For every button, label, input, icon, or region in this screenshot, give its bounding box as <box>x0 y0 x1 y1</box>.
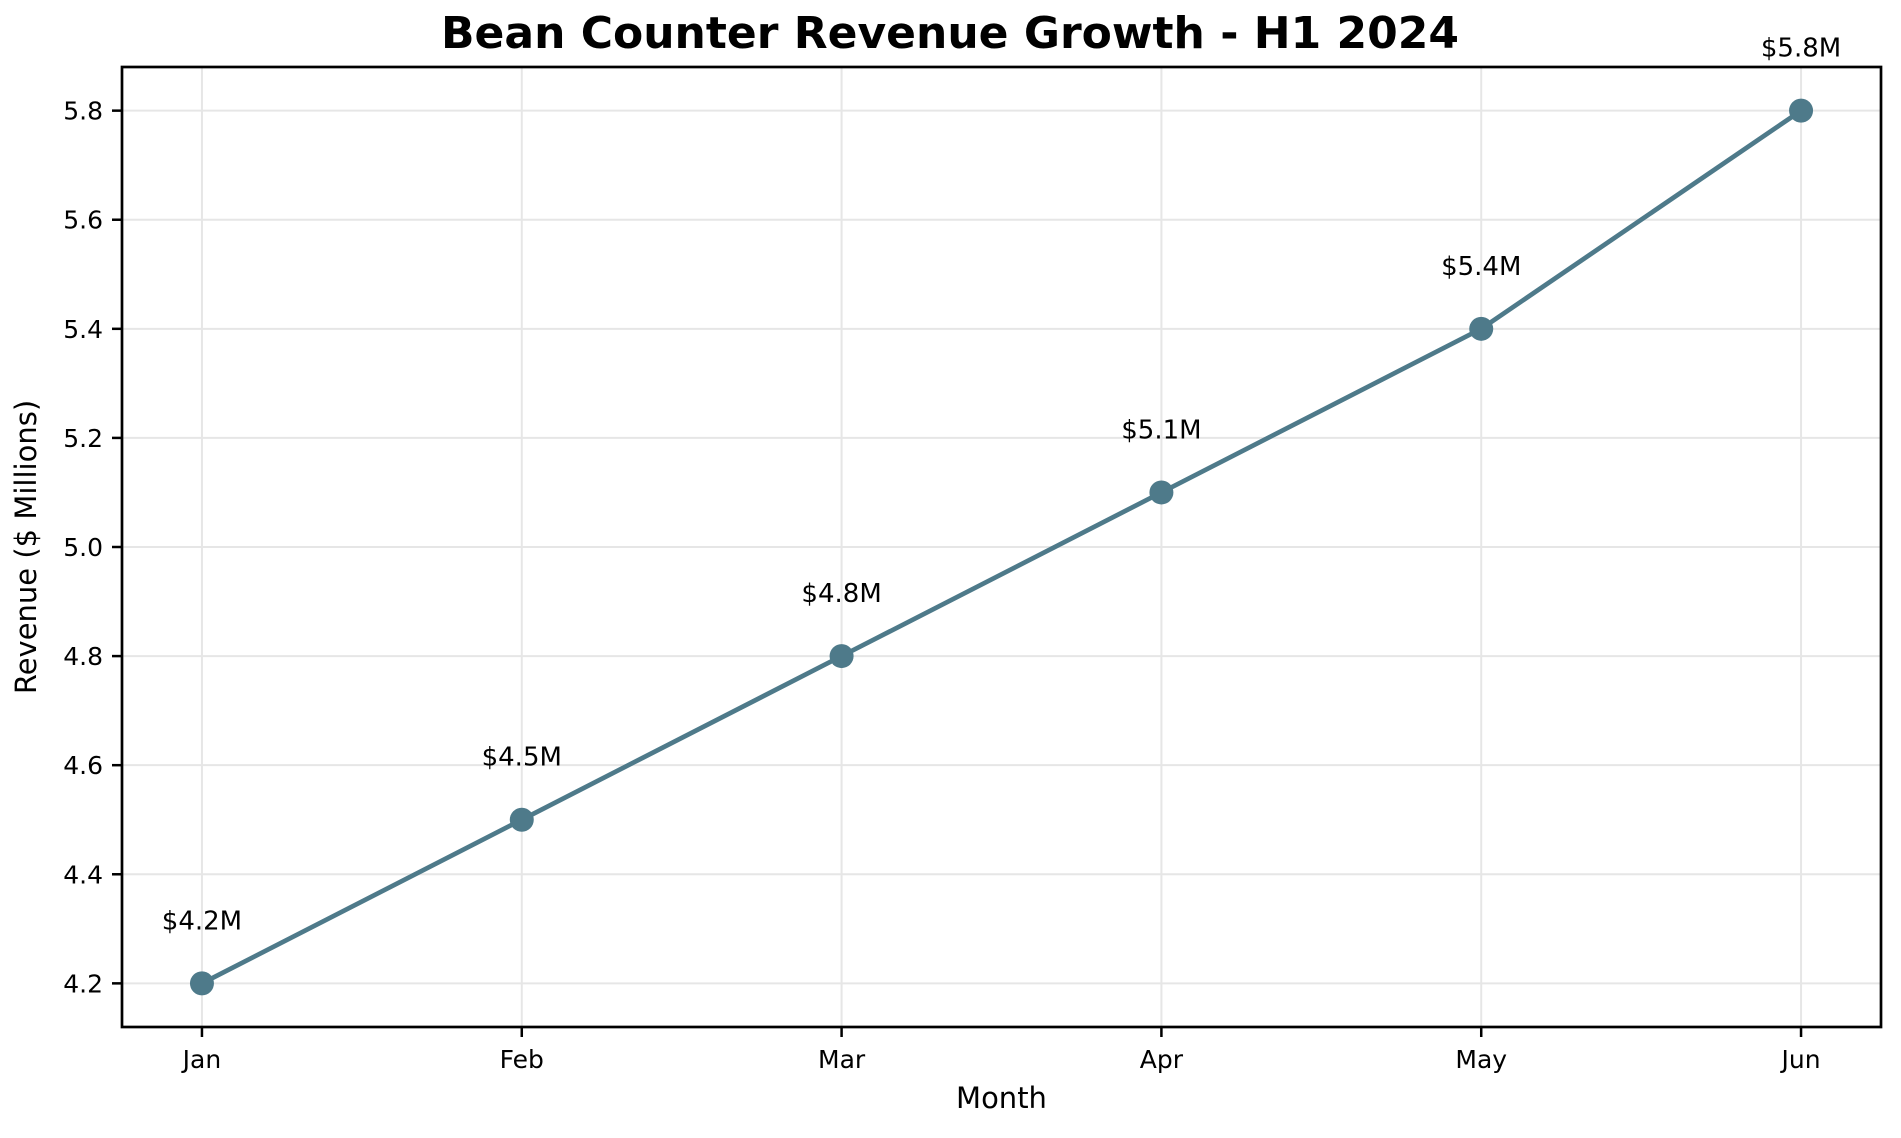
x-tick-label: Apr <box>1140 1045 1184 1074</box>
x-tick-label: May <box>1455 1045 1507 1074</box>
data-point-label: $4.5M <box>482 743 562 773</box>
y-axis-label: Revenue ($ Millions) <box>9 400 43 694</box>
data-point <box>189 971 214 996</box>
x-tick-label: Jan <box>181 1045 222 1074</box>
axes-frame <box>120 65 1883 1029</box>
y-tick-label: 5.0 <box>63 533 103 562</box>
data-point <box>1469 316 1494 341</box>
data-point-label: $5.8M <box>1761 34 1841 64</box>
x-tick-label: Jun <box>1780 1045 1821 1074</box>
data-point-label: $4.8M <box>801 579 881 609</box>
y-tick-label: 4.2 <box>63 969 103 998</box>
x-tick-label: Feb <box>500 1045 544 1074</box>
chart-title: Bean Counter Revenue Growth - H1 2024 <box>441 8 1459 59</box>
y-tick-label: 4.8 <box>63 642 103 671</box>
data-point <box>1149 480 1174 505</box>
data-point <box>829 644 854 669</box>
y-tick-label: 5.8 <box>63 97 103 126</box>
y-tick-label: 5.6 <box>63 206 103 235</box>
data-point <box>1789 98 1814 123</box>
y-tick-label: 4.4 <box>63 860 103 889</box>
data-point <box>509 807 534 832</box>
y-tick-label: 5.2 <box>63 424 103 453</box>
data-point-label: $5.4M <box>1441 252 1521 282</box>
x-axis-label: Month <box>956 1081 1047 1115</box>
x-tick-label: Mar <box>818 1045 866 1074</box>
y-tick-label: 4.6 <box>63 751 103 780</box>
data-point-label: $4.2M <box>162 906 242 936</box>
y-tick-label: 5.4 <box>63 315 103 344</box>
revenue-line <box>199 108 1804 986</box>
data-point-label: $5.1M <box>1121 415 1201 445</box>
